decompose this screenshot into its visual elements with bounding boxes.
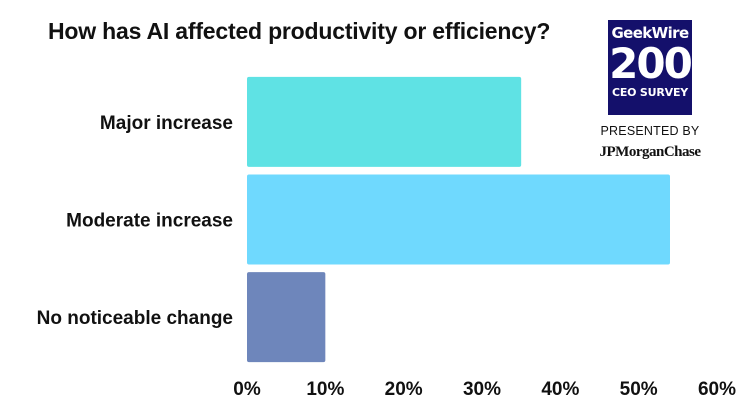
bar-major-increase [247, 76, 522, 167]
category-label: Major increase [100, 113, 233, 134]
geekwire-200-logo: GeekWire 200 CEO SURVEY [608, 20, 693, 115]
x-tick-labels-group: 0% 10% 20% 30% 40% 50% 60% [233, 379, 736, 400]
x-tick-label: 30% [463, 379, 501, 400]
bar-moderate-increase [247, 174, 670, 265]
x-tick-label: 10% [306, 379, 344, 400]
x-tick-label: 60% [698, 379, 736, 400]
logo-number: 200 [609, 39, 693, 88]
x-tick-label: 40% [541, 379, 579, 400]
bars-group [247, 76, 670, 363]
logo-bottom-text: CEO SURVEY [611, 86, 689, 99]
chart-title: How has AI affected productivity or effi… [48, 18, 551, 44]
logo-top-text: GeekWire [611, 24, 689, 42]
x-tick-label: 50% [620, 379, 658, 400]
category-label: No noticeable change [37, 308, 233, 329]
sponsor-name: JPMorganChase [599, 144, 702, 160]
category-label: Moderate increase [66, 211, 233, 232]
x-tick-label: 0% [233, 379, 261, 400]
category-labels-group: Major increase Moderate increase No notice… [37, 113, 233, 329]
presented-by-label: PRESENTED BY [600, 124, 700, 138]
x-tick-label: 20% [385, 379, 423, 400]
bar-no-noticeable-change [247, 272, 326, 363]
